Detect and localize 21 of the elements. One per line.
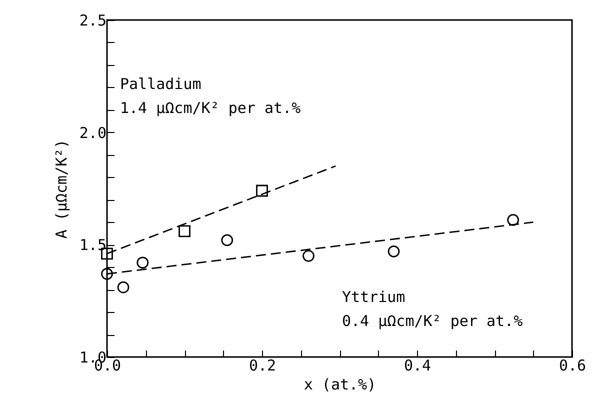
annotation: Palladium [120,75,202,93]
point [101,268,113,280]
point [256,184,268,197]
annotation: 1.4 μΩcm/K² per at.% [120,99,301,117]
point [388,245,400,258]
point [507,214,520,226]
annotation: Yttrium [342,288,406,306]
x-tick-label: 0.4 [404,356,432,374]
point [117,281,130,294]
x-tick-label: 0.2 [248,356,276,374]
y-axis-title: A (μΩcm/K²) [52,139,70,239]
point [221,234,234,246]
x-axis-title: x (at.%) [304,376,376,394]
point [302,250,314,262]
y-tick-label: 2.5 [79,12,106,30]
point [178,225,190,238]
point [136,256,149,269]
y-tick-label: 2.0 [79,124,106,142]
y-tick-label: 1.5 [79,236,106,254]
x-tick-label: 0.6 [558,356,586,374]
annotation: 0.4 μΩcm/K² per at.% [342,312,523,330]
